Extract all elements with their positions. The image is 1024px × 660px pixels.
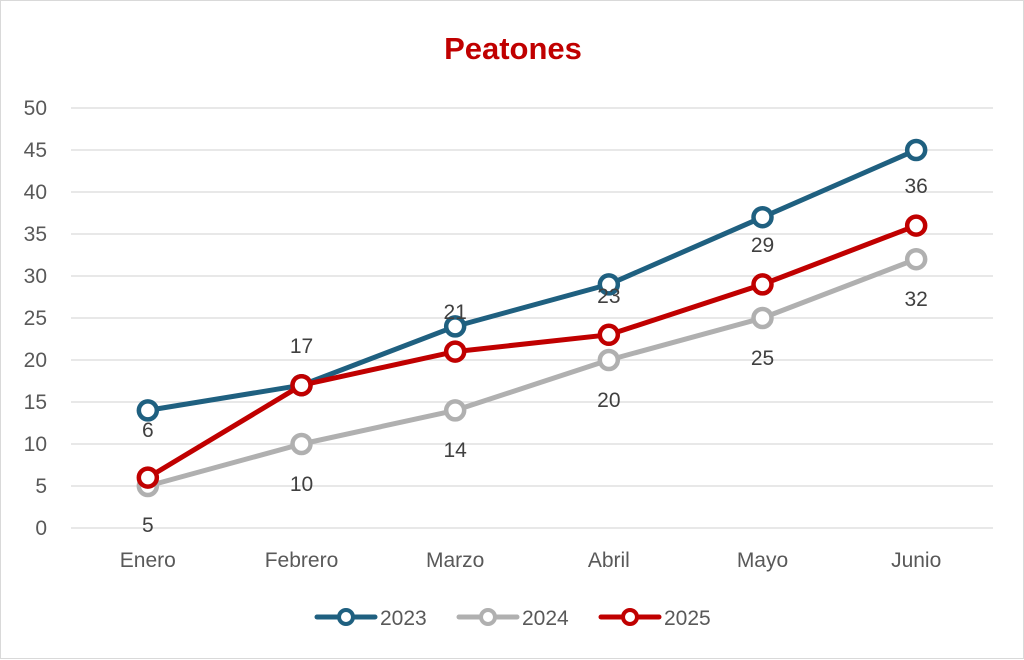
chart-title: Peatones <box>444 31 582 66</box>
data-point-2025 <box>443 340 467 363</box>
data-label-2025: 23 <box>597 285 620 308</box>
data-point-2023 <box>136 399 160 422</box>
data-point-2025 <box>597 323 621 347</box>
data-point-2025 <box>136 466 160 489</box>
data-label-2024: 5 <box>142 514 154 537</box>
series-line-2025 <box>145 223 919 481</box>
x-tick-label: Marzo <box>426 549 484 572</box>
data-point-2023 <box>904 138 928 162</box>
series-line-2024 <box>145 256 919 489</box>
legend-marker <box>337 608 355 626</box>
legend-marker <box>479 608 497 626</box>
y-tick-label: 50 <box>24 97 47 120</box>
legend-label: 2024 <box>522 607 569 630</box>
data-point-2023 <box>443 315 467 338</box>
data-point-2024 <box>290 432 313 456</box>
x-tick-label: Abril <box>588 549 630 572</box>
data-label-2024: 32 <box>904 288 927 311</box>
data-label-2025: 17 <box>290 335 313 358</box>
series-line-2023 <box>145 147 919 413</box>
legend-label: 2025 <box>664 607 711 630</box>
x-tick-label: Junio <box>891 549 941 572</box>
data-point-2024 <box>751 306 774 330</box>
data-labels: 5 10 14 20 25 32 6 17 21 23 29 36 <box>142 175 928 537</box>
data-point-2025 <box>751 273 774 296</box>
gridlines <box>71 107 993 529</box>
y-tick-label: 30 <box>24 265 47 288</box>
legend: 2023 2024 2025 <box>314 607 711 630</box>
series-2024 <box>136 247 928 498</box>
data-label-2025: 29 <box>751 234 774 257</box>
y-tick-label: 5 <box>35 475 47 498</box>
x-tick-label: Enero <box>120 549 176 572</box>
legend-item-2024: 2024 <box>456 607 569 630</box>
data-label-2024: 25 <box>751 347 774 370</box>
data-label-2025: 6 <box>142 419 154 442</box>
y-tick-label: 45 <box>24 139 47 162</box>
data-point-2024 <box>597 348 621 372</box>
series-2025 <box>136 214 928 489</box>
y-tick-label: 15 <box>24 391 47 414</box>
y-tick-label: 25 <box>24 307 47 330</box>
x-tick-label: Febrero <box>265 549 339 572</box>
y-axis: 0 5 10 15 20 25 30 35 40 45 50 <box>24 97 47 540</box>
plot-area <box>136 138 928 498</box>
y-tick-label: 40 <box>24 181 47 204</box>
y-tick-label: 35 <box>24 223 47 246</box>
data-point-2024 <box>904 247 928 271</box>
x-axis: Enero Febrero Marzo Abril Mayo Junio <box>120 549 941 572</box>
data-point-2024 <box>443 399 467 422</box>
legend-label: 2023 <box>380 607 427 630</box>
data-point-2025 <box>290 373 313 397</box>
data-label-2024: 20 <box>597 389 620 412</box>
data-label-2024: 10 <box>290 473 313 496</box>
series-2023 <box>136 138 928 422</box>
data-label-2024: 14 <box>443 439 467 462</box>
y-tick-label: 10 <box>24 433 47 456</box>
data-label-2025: 36 <box>904 175 927 198</box>
legend-item-2025: 2025 <box>598 607 711 630</box>
y-tick-label: 0 <box>35 517 47 540</box>
x-tick-label: Mayo <box>737 549 788 572</box>
data-point-2023 <box>751 205 774 229</box>
data-point-2023 <box>597 273 621 296</box>
y-tick-label: 20 <box>24 349 47 372</box>
data-label-2025: 21 <box>443 301 466 324</box>
data-point-2025 <box>904 214 928 237</box>
legend-item-2023: 2023 <box>314 607 427 630</box>
legend-marker <box>621 608 639 626</box>
